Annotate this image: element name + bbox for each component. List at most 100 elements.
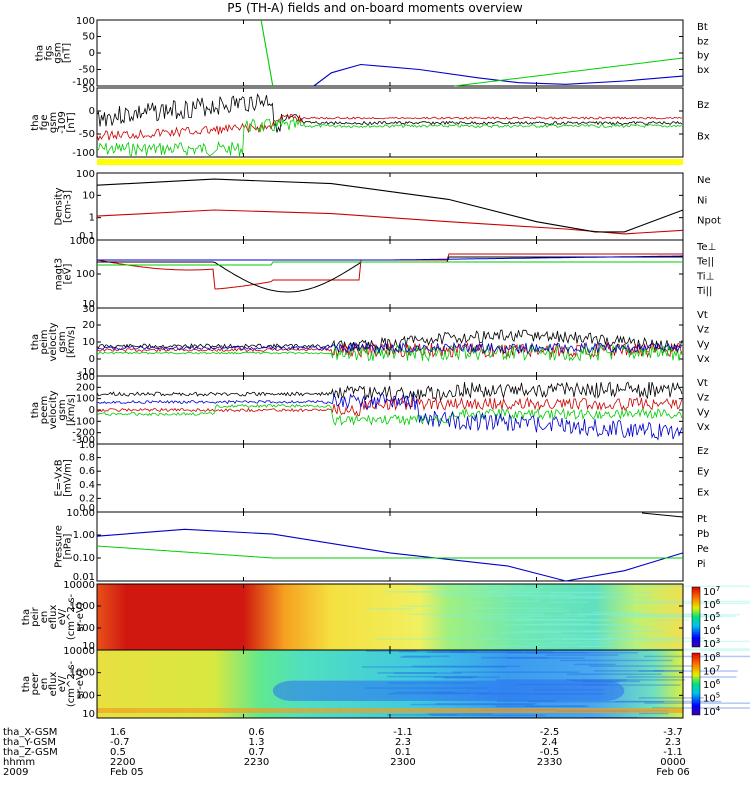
y-axis-label: sr-eV) — [75, 669, 86, 698]
y-axis-label: (cm^2-s- — [66, 660, 77, 707]
y-tick-label: 0.4 — [79, 480, 95, 491]
spectrogram-streak — [509, 630, 599, 633]
series-line-Vt-e — [96, 381, 683, 402]
legend-entry: Ne — [697, 175, 711, 186]
spectrogram-streak — [638, 697, 704, 699]
legend-entry: Bx — [697, 132, 710, 143]
spectrogram-streak — [506, 657, 585, 659]
spectrogram-streak — [461, 602, 493, 604]
spectrogram-streak — [483, 589, 541, 592]
spectrogram-streak — [527, 615, 587, 618]
colorbar-tick-label: 106 — [703, 598, 721, 611]
spectrogram-streak — [638, 670, 738, 672]
y-tick-label: 100 — [76, 394, 95, 405]
spectrogram-streak — [412, 665, 521, 668]
spectrogram-streak — [377, 672, 437, 674]
spectrogram-streak — [631, 602, 750, 605]
y-tick-label: 0.1 — [79, 231, 95, 242]
y-axis-label: tha — [30, 334, 41, 350]
spectrogram-streak — [451, 651, 553, 653]
legend-entry: Vx — [697, 354, 710, 365]
y-axis-label: [nT] — [62, 43, 73, 63]
spectrogram-streak — [639, 585, 750, 588]
y-tick-label: 100 — [76, 690, 95, 701]
ephemeris-value: 0.6 — [249, 727, 265, 738]
y-tick-label: 0.10 — [73, 553, 95, 564]
spectrogram-streak — [524, 624, 639, 626]
ephemeris-value: 2330 — [537, 757, 562, 768]
ephemeris-value: Feb 05 — [110, 767, 144, 778]
ephemeris-value: 2.4 — [542, 737, 558, 748]
spectrogram-streak — [526, 642, 613, 645]
spectrogram-streak — [402, 655, 450, 658]
spectrogram-streak — [517, 619, 610, 621]
spectrogram-streak — [619, 613, 741, 616]
spectrogram-streak — [387, 675, 478, 678]
spectrogram-streak — [443, 677, 474, 679]
colorbar-tick-label: 104 — [703, 705, 721, 718]
series-line-Te-perp — [96, 253, 683, 290]
spectrogram-streak — [574, 663, 616, 666]
series-line-Vt-i — [96, 329, 683, 353]
legend-entry: Pb — [697, 529, 709, 540]
y-tick-label: 100 — [76, 169, 95, 180]
ephemeris-value: 2.3 — [665, 737, 681, 748]
panel-frame — [96, 511, 684, 582]
spectrogram-streak — [566, 679, 686, 681]
y-tick-label: 10000 — [63, 580, 95, 591]
spectrogram-streak — [408, 613, 544, 616]
y-tick-label: -300 — [72, 435, 95, 446]
ephemeris-value: 0.5 — [110, 747, 126, 758]
spectrogram-streak — [617, 600, 750, 603]
data-quality-bar — [97, 159, 683, 165]
y-tick-label: 0.01 — [73, 572, 95, 583]
y-tick-label: 1 — [89, 213, 95, 224]
spectrogram-streak — [452, 671, 580, 673]
spectrogram-streak — [584, 630, 664, 633]
chart-title: P5 (TH-A) fields and on-board moments ov… — [227, 1, 523, 15]
y-tick-label: 50 — [82, 84, 95, 95]
spectrogram-streak — [430, 587, 543, 589]
series-line-by-late — [454, 57, 683, 87]
y-tick-label: 200 — [76, 382, 95, 393]
panel-frame — [96, 172, 684, 241]
ephemeris-value: -0.7 — [110, 737, 130, 748]
y-axis-label: [mV/m] — [63, 459, 74, 497]
y-tick-label: 0.0 — [79, 503, 95, 514]
y-tick-label: 0 — [89, 405, 95, 416]
spectrogram-streak — [628, 648, 750, 650]
y-axis-label: [km/s] — [66, 394, 77, 426]
spectrogram-streak — [551, 641, 616, 643]
spectrogram-streak — [568, 596, 603, 599]
spectrogram-streak — [589, 665, 700, 667]
y-tick-label: 0 — [89, 48, 95, 59]
spectrogram-streak — [563, 613, 615, 616]
series-line-Bz — [96, 114, 683, 141]
y-axis-label: [nT] — [66, 112, 77, 132]
ephemeris-value: -1.1 — [663, 747, 683, 758]
colorbar-tick-label: 106 — [703, 678, 721, 691]
spectrogram-streak — [410, 703, 534, 706]
spectrogram-streak — [431, 714, 545, 717]
y-tick-label: 1.00 — [73, 530, 95, 541]
y-tick-label: 1.0 — [79, 440, 95, 451]
legend-entry: Ex — [697, 487, 709, 498]
spectrogram-streak — [652, 707, 750, 709]
spectrogram-streak — [549, 591, 653, 594]
spectrogram-streak — [651, 619, 689, 621]
spectrogram-streak — [618, 640, 750, 643]
colorbar-tick-label: 105 — [703, 692, 720, 705]
spectrogram-streak — [480, 584, 524, 586]
y-axis-label: [nPa] — [63, 533, 74, 559]
spectrogram-streak — [436, 616, 531, 618]
spectrogram-streak — [524, 610, 571, 612]
spectrogram-streak — [503, 623, 621, 626]
legend-entry: Vx — [697, 422, 710, 433]
legend-entry: by — [697, 51, 709, 62]
spectrogram-streak — [639, 712, 669, 715]
legend-entry: Bz — [697, 100, 709, 111]
spectrogram-streak — [412, 584, 504, 587]
series-line-Bt — [96, 93, 683, 133]
colorbar-tick-label: 104 — [703, 624, 721, 637]
ephemeris-row-label: hhmm — [3, 757, 35, 768]
